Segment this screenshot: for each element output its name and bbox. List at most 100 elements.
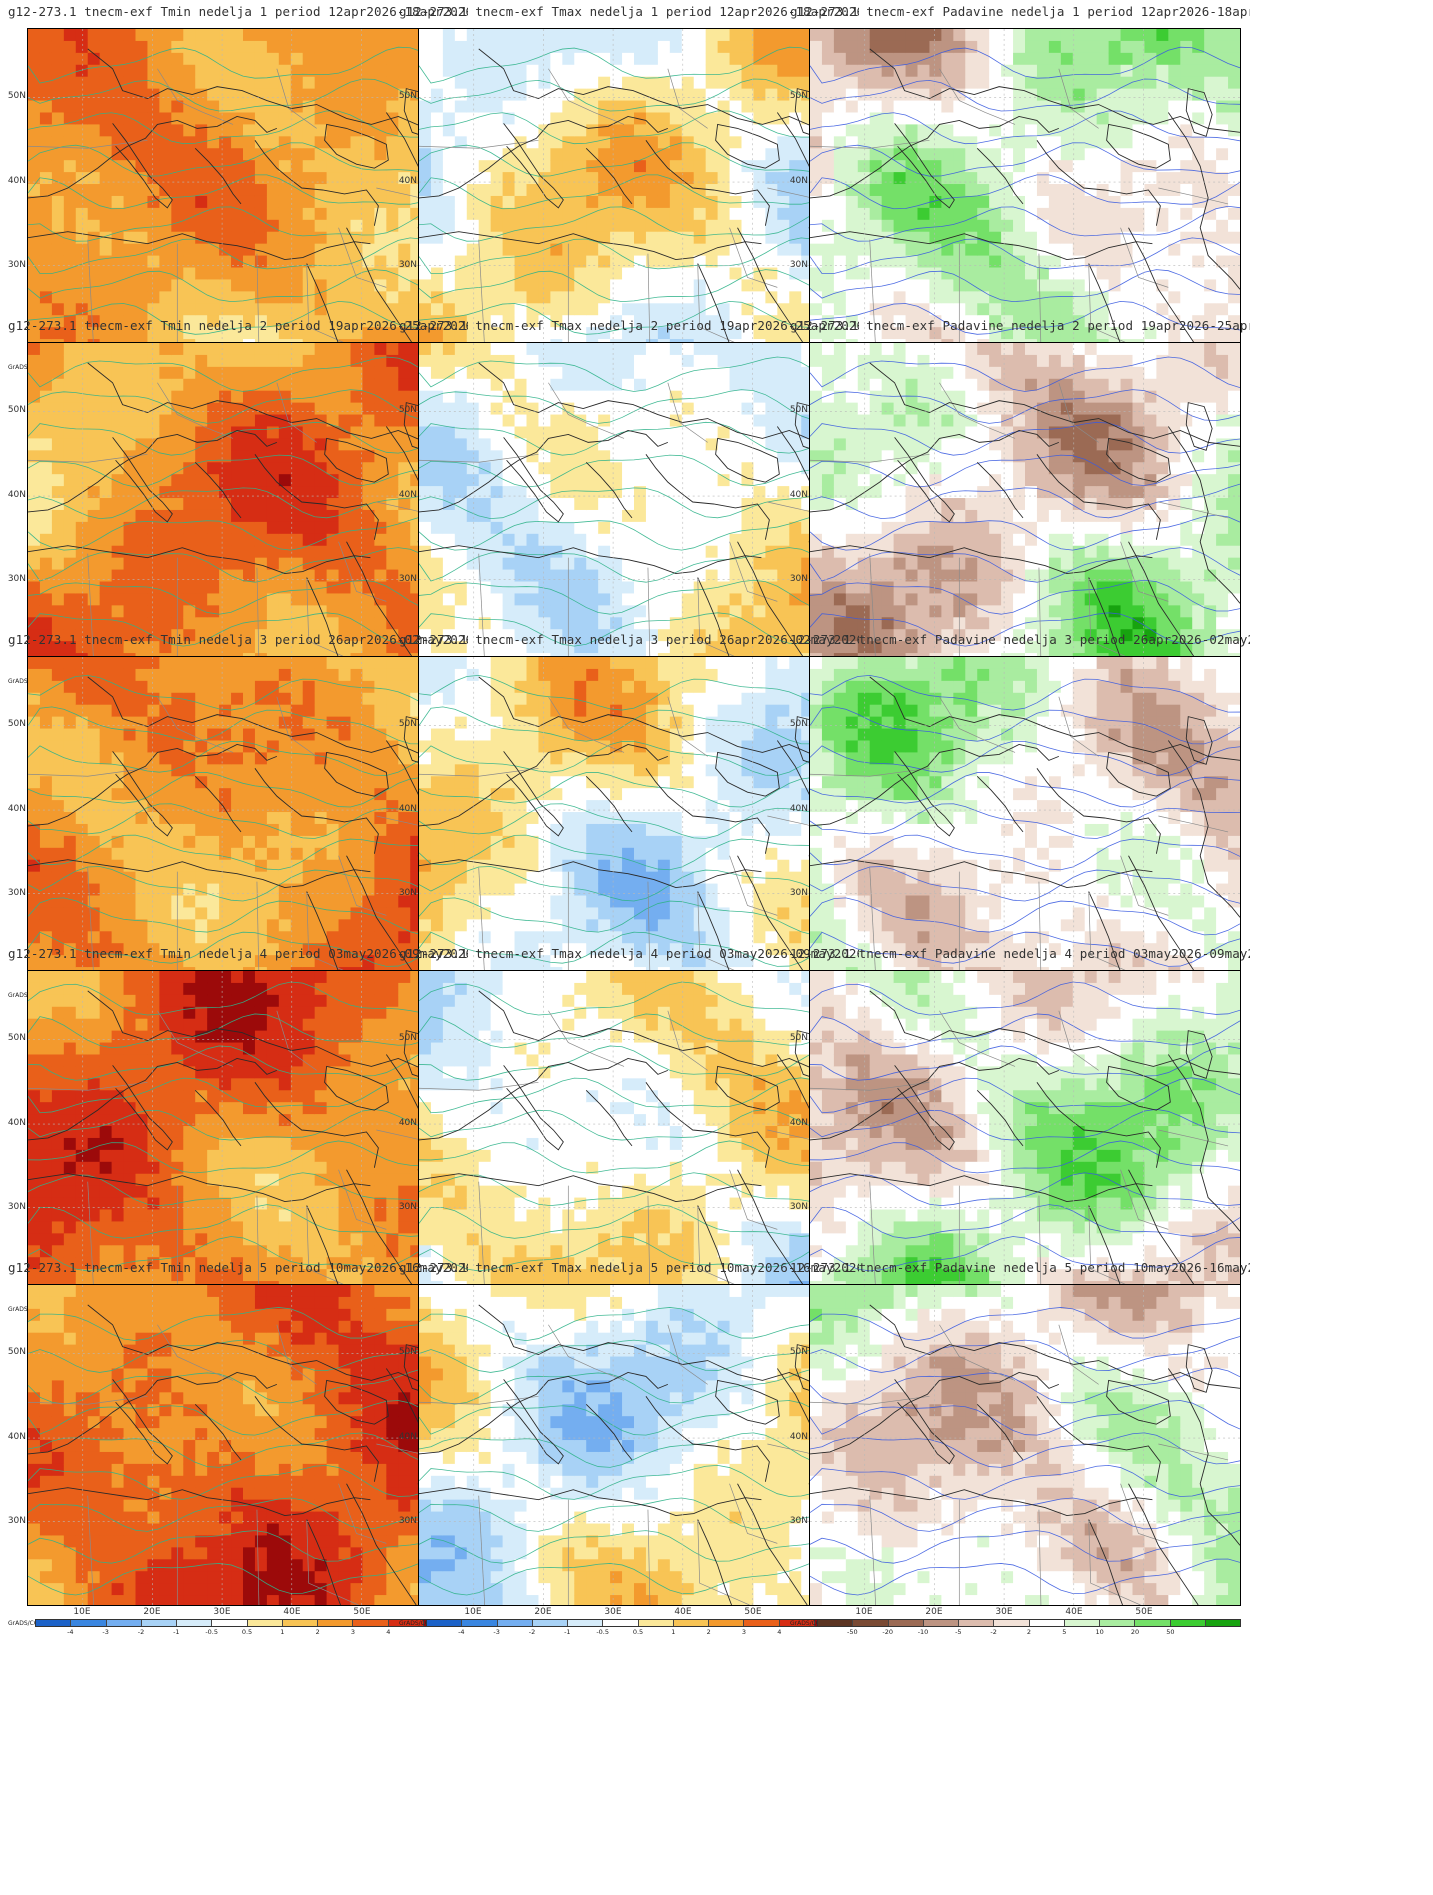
climatology-contours: [28, 356, 458, 647]
colorbar-tick-label: -1: [564, 1628, 571, 1636]
lat-label: 50N: [789, 91, 808, 101]
lat-label: 30N: [789, 1202, 808, 1212]
lat-label: 50N: [789, 1033, 808, 1043]
colorbar-tick-label: -0.5: [596, 1628, 609, 1636]
panel-title: g12-273.1 tnecm-exf Tmax nedelja 1 perio…: [399, 4, 859, 19]
colorbar-swatch: [709, 1620, 745, 1626]
colorbar-tick-label: 0.5: [632, 1628, 644, 1636]
panel-title: g12-273.1 tnecm-exf Tmax nedelja 3 perio…: [399, 632, 859, 647]
lon-label: 40E: [674, 1607, 692, 1617]
colorbar-tick-label: 3: [741, 1628, 747, 1636]
coastlines: [810, 990, 1240, 1291]
lon-label: 10E: [855, 1607, 873, 1617]
panel-title: g12-273.1 tnecm-exf Padavine nedelja 1 p…: [790, 4, 1250, 19]
country-borders: [28, 1324, 447, 1605]
map-svg: [810, 29, 1240, 349]
coastlines: [419, 676, 849, 977]
colorbar-swatch: [462, 1620, 498, 1626]
lon-label: 40E: [1065, 1607, 1083, 1617]
country-borders: [810, 1010, 1229, 1291]
coastlines: [810, 362, 1240, 663]
colorbar-tick-label: -1: [173, 1628, 180, 1636]
map-panel: g12-273.1 tnecm-exf Padavine nedelja 1 p…: [782, 0, 1255, 380]
lat-label: 40N: [789, 804, 808, 814]
map-area: [27, 1284, 459, 1606]
map-panel: g12-273.1 tnecm-exf Tmin nedelja 4 perio…: [0, 942, 473, 1322]
country-borders: [419, 1324, 838, 1605]
colorbar-swatch: [427, 1620, 463, 1626]
lat-label: 50N: [789, 405, 808, 415]
colorbar-strip: [426, 1619, 850, 1627]
lat-label: 50N: [7, 1033, 26, 1043]
lon-label: 30E: [604, 1607, 622, 1617]
map-area: [27, 28, 459, 350]
lat-label: 30N: [398, 574, 417, 584]
map-svg: [810, 971, 1240, 1291]
country-borders: [810, 1324, 1229, 1605]
panel-title: g12-273.1 tnecm-exf Tmin nedelja 2 perio…: [8, 318, 468, 333]
colorbar-swatch: [388, 1620, 424, 1626]
map-svg: [810, 343, 1240, 663]
grads-label: GrADS/COLA: [8, 1620, 47, 1627]
country-borders: [419, 696, 838, 977]
colorbar-swatch: [36, 1620, 72, 1626]
colorbar-tick-label: -3: [493, 1628, 500, 1636]
lat-label: 30N: [7, 1202, 26, 1212]
colorbar: GrADS/COLA -50 -20 -10 -5 -2 2 5 10 20 50: [790, 1619, 1242, 1636]
colorbar: GrADS/COLA -4 -3 -2 -1 -0.5 0.5 1 2 3 4: [399, 1619, 851, 1636]
colorbar-swatch: [1064, 1620, 1100, 1626]
colorbar-strip: [35, 1619, 459, 1627]
lon-label: 20E: [143, 1607, 161, 1617]
colorbar-swatch: [603, 1620, 639, 1626]
map-panel: g12-273.1 tnecm-exf Tmax nedelja 5 perio…: [391, 1256, 864, 1636]
panel-title: 12-273.1 tnecm-exf Padavine nedelja 3 pe…: [790, 632, 1250, 647]
lat-label: 30N: [398, 1516, 417, 1526]
map-panel: g12-273.1 tnecm-exf Tmax nedelja 4 perio…: [391, 942, 864, 1322]
map-area: [809, 970, 1241, 1292]
coastlines: [419, 1304, 849, 1605]
climatology-contours: [810, 981, 1240, 1272]
colorbar-tick-label: 4: [777, 1628, 782, 1636]
lat-label: 40N: [7, 490, 26, 500]
country-borders: [28, 68, 447, 349]
colorbar-swatch: [71, 1620, 107, 1626]
colorbar-tick-label: 2: [315, 1628, 320, 1636]
lon-label: 30E: [995, 1607, 1013, 1617]
colorbar-swatch: [177, 1620, 213, 1626]
colorbar-swatch: [212, 1620, 248, 1626]
colorbar-strip: [817, 1619, 1241, 1627]
climatology-contours: [810, 46, 1240, 335]
climatology-contours: [28, 46, 458, 335]
colorbar-swatch: [353, 1620, 389, 1626]
lat-label: 40N: [7, 804, 26, 814]
lat-label: 30N: [7, 1516, 26, 1526]
colorbar-swatch: [106, 1620, 142, 1626]
colorbar-swatch: [853, 1620, 889, 1626]
lat-label: 50N: [7, 91, 26, 101]
colorbar-tick-label: 1: [280, 1628, 285, 1636]
colorbar-swatch: [1029, 1620, 1065, 1626]
colorbar-ticks: -50 -20 -10 -5 -2 2 5 10 20 50: [817, 1628, 1241, 1636]
lat-label: 30N: [398, 888, 417, 898]
lon-label: 50E: [353, 1607, 371, 1617]
colorbar-tick-label: -0.5: [205, 1628, 218, 1636]
coastlines: [419, 48, 849, 349]
coastlines: [28, 362, 458, 663]
colorbar-swatch: [1205, 1620, 1240, 1626]
colorbar-swatch: [318, 1620, 354, 1626]
lat-label: 50N: [789, 1347, 808, 1357]
lat-label: 40N: [789, 490, 808, 500]
climatology-contours: [28, 981, 458, 1272]
colorbar-tick-label: 3: [350, 1628, 356, 1636]
lat-label: 30N: [789, 260, 808, 270]
country-borders: [810, 696, 1229, 977]
lat-label: 30N: [398, 260, 417, 270]
map-area: [809, 1284, 1241, 1606]
lat-label: 40N: [398, 1432, 417, 1442]
colorbar: GrADS/COLA -4 -3 -2 -1 -0.5 0.5 1 2 3 4: [8, 1619, 460, 1636]
lon-label: 20E: [534, 1607, 552, 1617]
colorbar-tick-label: 5: [1062, 1628, 1067, 1636]
lat-label: 30N: [7, 260, 26, 270]
climatology-contours: [28, 1307, 458, 1596]
colorbar-swatch: [141, 1620, 177, 1626]
